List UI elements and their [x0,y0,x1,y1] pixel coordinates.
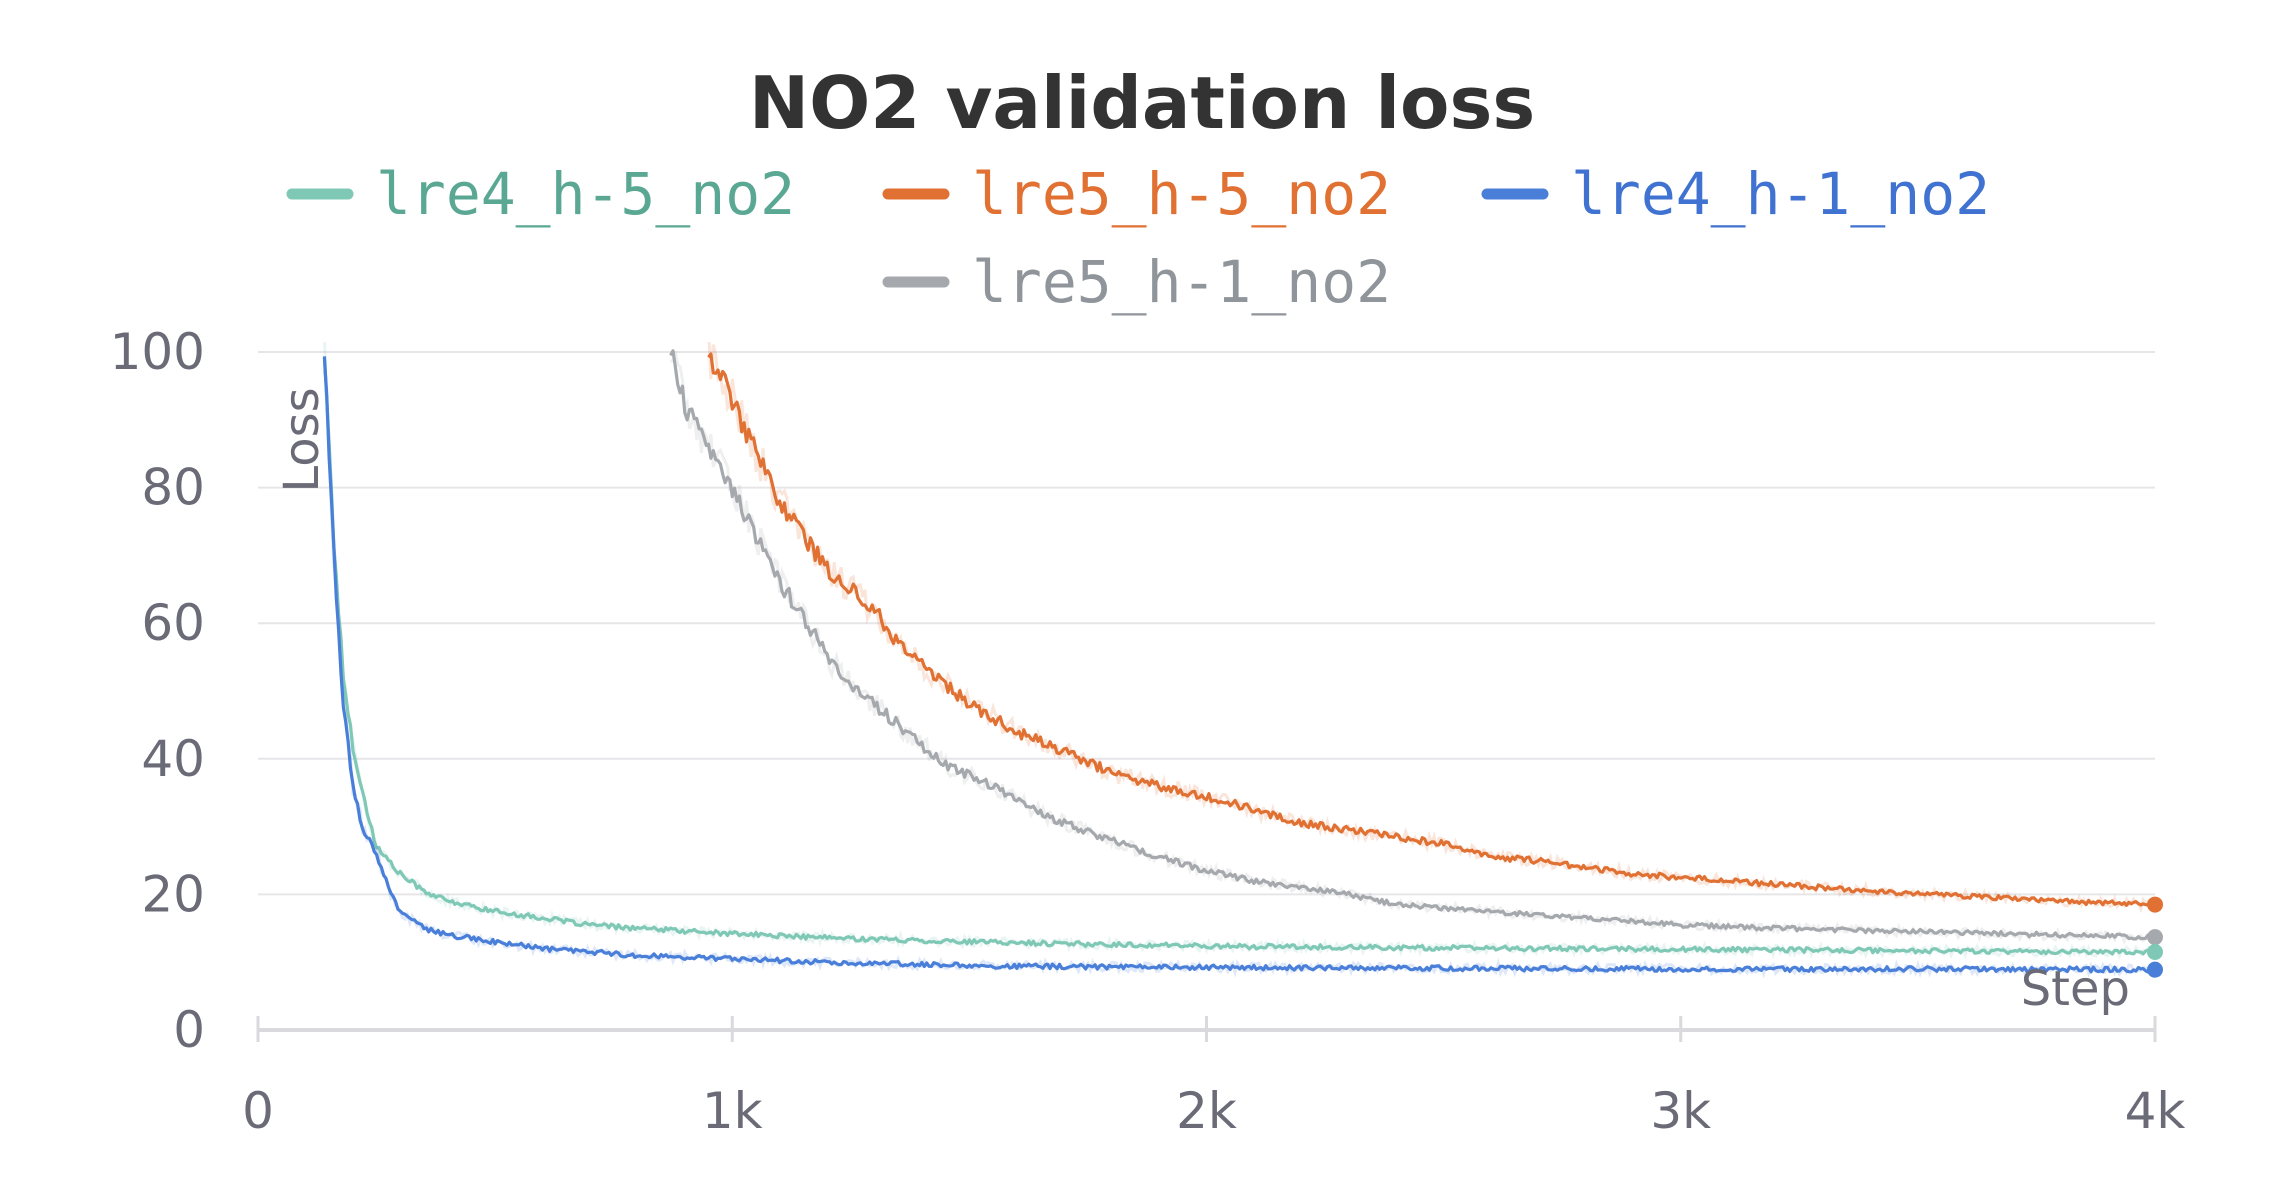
y-tick-label-100: 100 [110,323,205,381]
legend-label-lre5_h-5_no2: lre5_h-5_no2 [972,160,1391,228]
series-endpoint-lre5_h-5_no2 [2147,896,2163,913]
series-line-lre5_h-1_no2 [669,349,2156,941]
series-line-lre4_h-5_no2 [322,358,2156,956]
x-tick-label-0: 0 [242,1082,274,1140]
series-lre5_h-5_no2 [707,342,2157,914]
grid [258,351,2155,896]
series-band-lre4_h-5_no2 [323,342,2157,961]
y-axis-label: Loss [274,387,330,492]
series-lre5_h-1_no2 [669,349,2156,945]
x-tick-label-3000: 3k [1650,1082,1711,1140]
y-tick-label-60: 60 [141,594,205,652]
x-tick-label-1000: 1k [702,1082,763,1140]
x-axis: 0 1k 2k 3k 4k [242,1016,2185,1140]
legend-label-lre4_h-5_no2: lre4_h-5_no2 [376,160,795,228]
legend-item-lre5_h-5_no2[interactable]: lre5_h-5_no2 [882,160,1391,228]
series-line-lre4_h-1_no2 [322,356,2157,974]
legend-item-lre4_h-5_no2[interactable]: lre4_h-5_no2 [286,160,795,228]
legend[interactable]: lre4_h-5_no2 lre5_h-5_no2 lre4_h-1_no2 lre5… [286,160,1990,316]
series-endpoint-lre4_h-1_no2 [2147,961,2163,978]
x-tick-label-4000: 4k [2125,1082,2186,1140]
y-tick-label-80: 80 [141,459,205,517]
chart-title: NO2 validation loss [749,61,1535,145]
series-endpoint-lre4_h-5_no2 [2147,944,2163,961]
legend-label-lre4_h-1_no2: lre4_h-1_no2 [1571,160,1990,228]
x-tick-label-2000: 2k [1176,1082,1237,1140]
plot-area[interactable] [322,329,2163,979]
series-band-lre5_h-5_no2 [707,342,2157,914]
legend-label-lre5_h-1_no2: lre5_h-1_no2 [972,248,1391,316]
legend-item-lre4_h-1_no2[interactable]: lre4_h-1_no2 [1481,160,1990,228]
y-tick-label-20: 20 [141,865,205,923]
y-tick-label-40: 40 [141,730,205,788]
series-line-lre5_h-5_no2 [707,352,2157,908]
x-axis-label: Step [2021,961,2130,1017]
series-lre4_h-1_no2 [322,356,2157,979]
y-tick-label-0: 0 [173,1001,205,1059]
legend-item-lre5_h-1_no2[interactable]: lre5_h-1_no2 [882,248,1391,316]
y-axis: 0 20 40 60 80 100 [110,323,205,1059]
series-band-lre4_h-1_no2 [322,369,2156,979]
series-lre4_h-5_no2 [322,342,2157,961]
series-endpoint-lre5_h-1_no2 [2147,929,2163,946]
